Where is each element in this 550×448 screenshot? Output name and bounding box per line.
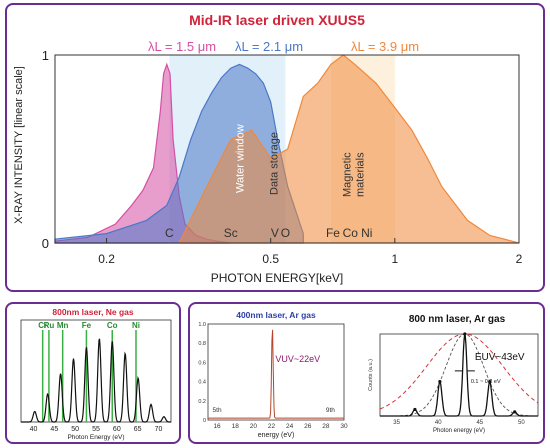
ar800-envelope-narrow bbox=[380, 333, 538, 417]
ne-x-tick-2: 50 bbox=[71, 426, 79, 433]
region-label-water-window: Water window bbox=[235, 124, 247, 193]
ar400-y-tick-3: 0.6 bbox=[198, 360, 206, 366]
ar800-x-axis-label: Photon energy (eV) bbox=[433, 428, 485, 434]
ar800-peak-marker-1 bbox=[438, 379, 442, 384]
main-axes-group: 0.2 0.5 1 2 0 1 bbox=[42, 48, 523, 266]
ne-x-tick-3: 55 bbox=[92, 426, 100, 433]
ne-element-label-cr: Cr bbox=[38, 321, 47, 330]
ne-gas-panel: 800nm laser, Ne gas Cr Ru Mn Fe Co Ni 40 45 50 55 6… bbox=[5, 302, 181, 444]
edge-label-c: C bbox=[165, 226, 174, 240]
ne-x-tick-1: 45 bbox=[50, 426, 58, 433]
ar400-y-tick-2: 0.4 bbox=[198, 380, 206, 386]
main-plot-frame bbox=[54, 54, 520, 244]
ar800-chart-title: 800 nm laser, Ar gas bbox=[409, 314, 506, 325]
edge-label-ni: Ni bbox=[361, 226, 372, 240]
main-y-axis-label: X-RAY INTENSITY [linear scale] bbox=[13, 66, 25, 224]
ne-element-label-co: Co bbox=[107, 321, 118, 330]
ne-x-axis-label: Photon Energy (eV) bbox=[67, 434, 124, 441]
ar400-peak-label: VUV~22eV bbox=[275, 354, 320, 364]
ar800-peak-marker-4 bbox=[513, 410, 517, 414]
ar400-x-tick-0: 16 bbox=[213, 423, 221, 430]
ne-x-tick-4: 60 bbox=[113, 426, 121, 433]
ar400-x-tick-1: 18 bbox=[232, 423, 240, 430]
ar800-plot-frame bbox=[379, 333, 539, 417]
ar800-x-tick-0: 35 bbox=[393, 420, 400, 426]
ar800-x-tick-1: 40 bbox=[435, 420, 442, 426]
ar400-x-tick-2: 20 bbox=[250, 423, 258, 430]
region-label-data-storage: Data storage bbox=[269, 132, 281, 195]
ne-x-tick-5: 65 bbox=[134, 426, 142, 433]
ar400-x-tick-3: 22 bbox=[268, 423, 276, 430]
x-tick-label-3: 2 bbox=[516, 252, 523, 266]
ar800-peak-marker-0 bbox=[413, 407, 417, 412]
ar400-harmonic-label-1: 9th bbox=[326, 407, 335, 414]
ar400-harmonic-label-0: 5th bbox=[213, 407, 222, 414]
main-labels-group: C Sc V O Fe Co Ni Water window Data storage Magne… bbox=[165, 124, 372, 240]
ar400-x-tick-4: 24 bbox=[286, 423, 294, 430]
ar400-plot-frame bbox=[207, 323, 345, 421]
ne-element-label-mn: Mn bbox=[57, 321, 69, 330]
x-tick-label-1: 0.5 bbox=[262, 252, 279, 266]
ar400-y-tick-0: 0 bbox=[203, 418, 206, 424]
x-tick-label-2: 1 bbox=[391, 252, 398, 266]
ar-400nm-chart: 400nm laser, Ar gas 0 0.2 0.4 0.6 0.8 1.0 16 18 2… bbox=[198, 310, 348, 439]
y-tick-label-0: 0 bbox=[42, 236, 49, 251]
ar400-y-tick-4: 0.8 bbox=[198, 341, 206, 347]
edge-label-v: V bbox=[271, 226, 279, 240]
ar800-x-tick-3: 50 bbox=[518, 420, 525, 426]
ar400-x-tick-5: 26 bbox=[304, 423, 312, 430]
ar800-spectrum-line bbox=[380, 334, 538, 417]
edge-label-fe: Fe bbox=[326, 226, 340, 240]
ar800-x-tick-2: 45 bbox=[476, 420, 483, 426]
ne-x-tick-6: 70 bbox=[155, 426, 163, 433]
ar800-y-axis-label: Counts (a.u.) bbox=[368, 359, 374, 391]
edge-label-co: Co bbox=[343, 226, 359, 240]
legend-label-3: λL = 3.9 μm bbox=[351, 39, 419, 54]
main-chart: Mid-IR laser driven XUUS5 X-RAY INTENSIT… bbox=[13, 12, 523, 285]
ar400-spectrum-line bbox=[208, 329, 344, 419]
main-chart-panel: Mid-IR laser driven XUUS5 X-RAY INTENSIT… bbox=[5, 3, 545, 292]
edge-label-o: O bbox=[281, 226, 290, 240]
ne-element-label-fe: Fe bbox=[82, 321, 92, 330]
edge-label-sc: Sc bbox=[224, 226, 238, 240]
ne-x-tick-0: 40 bbox=[30, 426, 38, 433]
ne-element-label-ni: Ni bbox=[132, 321, 140, 330]
ar400-y-tick-1: 0.2 bbox=[198, 399, 206, 405]
ne-element-label-ru: Ru bbox=[44, 321, 55, 330]
ar800-peak-marker-2 bbox=[463, 332, 467, 336]
y-tick-label-1: 1 bbox=[42, 48, 49, 63]
region-label-magnetic-materials: Magneticmaterials bbox=[341, 152, 366, 197]
ar800-width-label: 0.1 ~ 0.2 eV bbox=[471, 379, 501, 385]
main-chart-title: Mid-IR laser driven XUUS5 bbox=[189, 12, 365, 28]
ne-chart-title: 800nm laser, Ne gas bbox=[52, 307, 134, 317]
legend-label-1: λL = 1.5 μm bbox=[148, 39, 216, 54]
main-x-axis-label: PHOTON ENERGY[keV] bbox=[211, 271, 343, 285]
ar-800nm-chart: 800 nm laser, Ar gas Counts (a.u.) EUV~43e… bbox=[368, 314, 539, 434]
ar800-peak-marker-3 bbox=[488, 379, 492, 384]
ar400-x-tick-7: 30 bbox=[340, 423, 348, 430]
ar800-peak-label: EUV~43eV bbox=[475, 352, 525, 363]
x-tick-label-0: 0.2 bbox=[98, 252, 115, 266]
ar400-chart-title: 400nm laser, Ar gas bbox=[236, 310, 316, 320]
legend-label-2: λL = 2.1 μm bbox=[235, 39, 303, 54]
ar400-x-axis-label: energy (eV) bbox=[258, 432, 295, 439]
ar-gas-panel: 400nm laser, Ar gas 0 0.2 0.4 0.6 0.8 1.0 16 18 2… bbox=[188, 302, 545, 444]
ar400-y-tick-5: 1.0 bbox=[198, 322, 206, 328]
ar400-x-tick-6: 28 bbox=[322, 423, 330, 430]
ne-spectrum-line bbox=[21, 338, 171, 423]
main-series-group: λL = 1.5 μm λL = 2.1 μm λL = 3.9 μm bbox=[54, 39, 520, 244]
